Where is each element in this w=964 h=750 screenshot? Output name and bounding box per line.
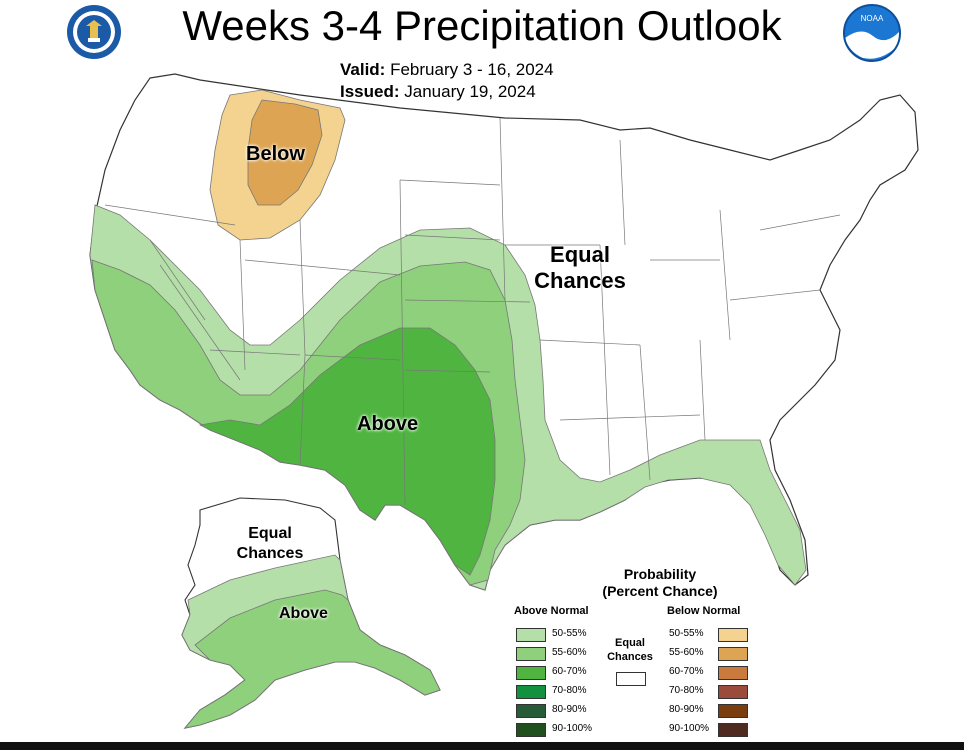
equal-chances-line2: Chances	[534, 268, 626, 293]
legend-above-swatch	[516, 647, 546, 661]
alaska-equal-line2: Chances	[236, 545, 304, 562]
legend-above-range: 55-60%	[552, 647, 587, 658]
issued-date: Issued: January 19, 2024	[340, 82, 536, 102]
legend-above-swatch	[516, 723, 546, 737]
legend-equal-line1: Equal	[615, 637, 645, 649]
legend-above-range: 90-100%	[552, 723, 593, 734]
state-boundaries	[104, 117, 841, 506]
legend-below-range: 70-80%	[669, 685, 704, 696]
legend-below-swatch	[718, 685, 748, 699]
legend-below-swatch	[718, 723, 748, 737]
alaska-equal-chances-label: Equal Chances	[230, 524, 310, 564]
legend-above-range: 60-70%	[552, 666, 587, 677]
valid-dates: Valid: February 3 - 16, 2024	[340, 60, 554, 80]
legend-below-range: 90-100%	[669, 723, 710, 734]
above-label: Above	[357, 413, 419, 435]
alaska-equal-line1: Equal	[248, 525, 292, 542]
legend-below-swatch	[718, 704, 748, 718]
legend-below-range: 55-60%	[669, 647, 704, 658]
legend-below-swatch	[718, 628, 748, 642]
svg-text:NOAA: NOAA	[861, 14, 884, 23]
equal-chances-label: Equal Chances	[532, 242, 628, 294]
alaska-above-label: Above	[279, 605, 328, 622]
legend-above-swatch	[516, 628, 546, 642]
legend-above-swatch	[516, 685, 546, 699]
valid-value: February 3 - 16, 2024	[390, 60, 554, 79]
legend-below-range: 60-70%	[669, 666, 704, 677]
legend-below-swatch	[718, 647, 748, 661]
legend-above-swatch	[516, 704, 546, 718]
alaska-above-55-60-region	[183, 589, 441, 729]
legend-above-header: Above Normal	[514, 605, 589, 617]
legend-title-line1: Probability	[623, 566, 697, 582]
equal-chances-line1: Equal	[550, 242, 610, 267]
doc-seal-icon	[67, 5, 121, 59]
legend-below-range: 50-55%	[669, 628, 704, 639]
legend-above-range: 70-80%	[552, 685, 587, 696]
issued-label: Issued:	[340, 82, 400, 101]
legend-equal-swatch	[616, 672, 646, 686]
legend-title: Probability (Percent Chance)	[560, 566, 760, 600]
legend-title-line2: (Percent Chance)	[602, 583, 718, 599]
below-label: Below	[246, 143, 305, 165]
below-55-60-region	[247, 99, 323, 206]
noaa-logo-icon: NOAA	[843, 4, 901, 62]
issued-value: January 19, 2024	[404, 82, 536, 101]
legend-above-range: 50-55%	[552, 628, 587, 639]
legend-below-range: 80-90%	[669, 704, 704, 715]
legend-above-range: 80-90%	[552, 704, 587, 715]
page-title: Weeks 3-4 Precipitation Outlook	[182, 2, 782, 49]
valid-label: Valid:	[340, 60, 386, 79]
legend-above-swatch	[516, 666, 546, 680]
legend-below-header: Below Normal	[667, 605, 741, 617]
legend-equal-line2: Chances	[607, 651, 653, 663]
legend-equal-chances: Equal Chances	[600, 636, 660, 664]
legend-below-swatch	[718, 666, 748, 680]
